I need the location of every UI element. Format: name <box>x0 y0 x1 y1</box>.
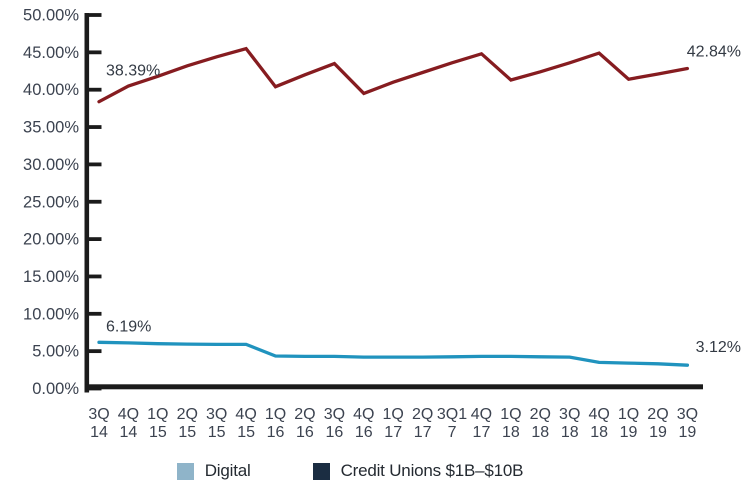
series-line-digital <box>97 340 690 367</box>
x-axis-label-year: 19 <box>649 424 667 441</box>
x-axis-label-quarter: 2Q <box>530 406 551 423</box>
line-chart-canvas: 50.00% 45.00% 40.00% 35.00% 30.00% 25.00% 20.0… <box>23 7 741 442</box>
x-axis-label-year: 17 <box>384 424 402 441</box>
x-axis-label-quarter: 1Q <box>383 406 404 423</box>
x-axis-label-year: 19 <box>679 424 697 441</box>
x-axis-label-year: 15 <box>237 424 255 441</box>
x-axis-label-year: 15 <box>149 424 167 441</box>
y-axis-label: 25.00% <box>23 193 79 211</box>
y-axis-label: 35.00% <box>23 119 79 137</box>
y-axis-tick <box>84 274 102 279</box>
y-axis-tick <box>84 50 102 55</box>
y-axis-label: 10.00% <box>23 305 79 323</box>
digital-legend-swatch <box>176 462 194 480</box>
y-axis-label: 30.00% <box>23 156 79 174</box>
y-axis-label: 0.00% <box>32 380 79 398</box>
x-axis-label-year: 14 <box>90 424 108 441</box>
x-axis-label-year: 18 <box>502 424 520 441</box>
x-axis-label-quarter: 3Q1 <box>437 406 467 423</box>
y-axis-label: 15.00% <box>23 268 79 286</box>
x-axis-label-year: 17 <box>414 424 432 441</box>
x-axis-label-year: 18 <box>590 424 608 441</box>
y-axis-tick <box>84 311 102 316</box>
y-axis-tick <box>84 237 102 241</box>
x-axis-label-year: 15 <box>178 424 196 441</box>
x-axis-label-year: 15 <box>208 424 226 441</box>
x-axis-label-quarter: 1Q <box>147 406 168 423</box>
data-point-annotation: 38.39% <box>106 63 160 80</box>
x-axis-label-quarter: 1Q <box>618 406 639 423</box>
x-axis-label-year: 18 <box>561 424 579 441</box>
legend-item-digital: Digital <box>176 461 251 481</box>
credit-unions-legend-swatch <box>312 462 330 480</box>
x-axis-label-year: 16 <box>267 424 285 441</box>
x-axis-label-year: 16 <box>325 424 343 441</box>
y-axis-label: 50.00% <box>23 7 79 25</box>
y-axis-line <box>84 13 90 393</box>
x-axis-label-quarter: 2Q <box>647 406 668 423</box>
y-axis-label: 5.00% <box>32 343 79 361</box>
x-axis-label-quarter: 3Q <box>677 406 698 423</box>
y-axis-label: 40.00% <box>23 81 79 99</box>
x-axis-label-quarter: 1Q <box>500 406 521 423</box>
y-axis-tick <box>84 162 102 167</box>
x-axis-label-year: 17 <box>473 424 491 441</box>
x-axis-label-quarter: 3Q <box>559 406 580 423</box>
x-axis-label-year: 19 <box>620 424 638 441</box>
x-axis-label-quarter: 2Q <box>412 406 433 423</box>
x-axis-label-year: 7 <box>448 424 457 441</box>
x-axis-label-quarter: 3Q <box>88 406 109 423</box>
y-axis-label: 45.00% <box>23 44 79 62</box>
y-axis-tick <box>84 125 102 129</box>
x-axis-label-quarter: 4Q <box>235 406 256 423</box>
data-point-annotation: 42.84% <box>687 43 741 60</box>
x-axis-label-quarter: 4Q <box>118 406 139 423</box>
x-axis-label-year: 16 <box>296 424 314 441</box>
x-axis-label-year: 16 <box>355 424 373 441</box>
x-axis-label-quarter: 4Q <box>353 406 374 423</box>
x-axis-line <box>84 384 703 390</box>
digital-legend-label: Digital <box>204 461 251 480</box>
y-axis-tick <box>84 349 102 354</box>
y-axis-label: 20.00% <box>23 231 79 249</box>
x-axis-label-quarter: 2Q <box>294 406 315 423</box>
credit-unions-legend-label: Credit Unions $1B–$10B <box>340 461 524 480</box>
x-axis-label-quarter: 3Q <box>206 406 227 423</box>
chart-legend: Digital Credit Unions $1B–$10B <box>0 456 750 486</box>
y-axis-tick <box>84 199 102 204</box>
x-axis-label-year: 18 <box>531 424 549 441</box>
series-line-credit-unions <box>97 46 690 104</box>
data-point-annotation: 3.12% <box>696 339 741 356</box>
x-axis-label-quarter: 3Q <box>324 406 345 423</box>
x-axis-label-year: 14 <box>120 424 138 441</box>
x-axis-label-quarter: 4Q <box>588 406 609 423</box>
x-axis-label-quarter: 4Q <box>471 406 492 423</box>
y-axis-tick <box>84 87 102 92</box>
data-point-annotation: 6.19% <box>106 318 151 335</box>
legend-item-credit-unions: Credit Unions $1B–$10B <box>312 461 524 481</box>
x-axis-label-quarter: 2Q <box>177 406 198 423</box>
x-axis-label-quarter: 1Q <box>265 406 286 423</box>
y-axis-tick <box>84 13 102 17</box>
